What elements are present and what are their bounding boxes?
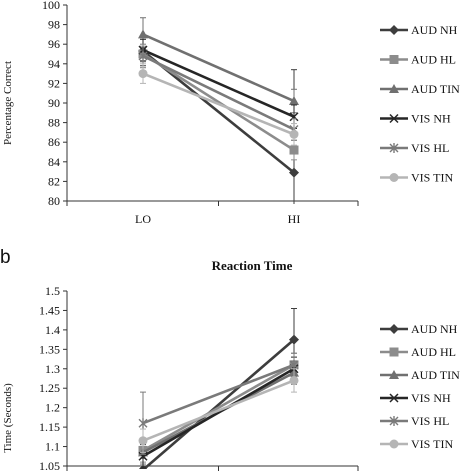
legend-marker — [389, 113, 399, 124]
y-tick-label: 1.45 — [39, 303, 60, 317]
data-point — [289, 375, 299, 385]
y-tick-label: 80 — [48, 194, 60, 208]
panel-letter: b — [0, 247, 11, 268]
y-tick-label: 1.05 — [39, 459, 60, 473]
legend-marker — [389, 143, 399, 153]
x-tick-label: LO — [135, 212, 151, 226]
legend-label: AUD TIN — [411, 82, 460, 96]
legend-marker — [389, 416, 399, 426]
y-tick-label: 98 — [48, 18, 60, 32]
series-line — [142, 363, 295, 425]
y-tick-label: 84 — [48, 155, 60, 169]
data-point — [289, 359, 299, 370]
y-tick-label: 86 — [48, 135, 60, 149]
series-line — [142, 54, 295, 131]
y-tick-label: 90 — [48, 96, 60, 110]
data-point — [138, 50, 148, 61]
y-tick-label: 1.4 — [45, 323, 60, 337]
data-point — [289, 112, 299, 122]
y-tick-label: 82 — [48, 174, 60, 188]
x-tick-label: HI — [288, 212, 301, 226]
y-tick-label: 88 — [48, 116, 60, 130]
legend-marker — [389, 347, 399, 357]
data-point — [138, 29, 148, 39]
legend-marker — [389, 393, 399, 403]
y-tick-label: 92 — [48, 76, 60, 90]
legend-label: VIS TIN — [411, 437, 453, 451]
data-point — [289, 167, 299, 178]
y-axis-title: Time (Seconds) — [2, 383, 14, 453]
data-point — [289, 96, 299, 106]
data-point — [289, 145, 299, 155]
series-line — [142, 33, 295, 103]
legend-marker — [389, 173, 399, 182]
series-layer — [138, 17, 299, 204]
legend-marker — [389, 84, 399, 93]
series-line — [142, 52, 295, 152]
legend-label: VIS NH — [411, 391, 451, 405]
series-layer — [138, 308, 299, 469]
series-line — [142, 363, 295, 452]
legend-marker — [389, 324, 399, 334]
legend-label: AUD NH — [411, 322, 458, 336]
chart-panel-2: b Reaction Time 1.05 1.1 1.15 1.2 1.25 1.3 1.35 1… — [0, 247, 460, 473]
y-tick-label: 1.2 — [45, 401, 60, 415]
y-tick-label: 1.3 — [45, 362, 60, 376]
legend-label: AUD TIN — [411, 368, 460, 382]
legend-label: VIS NH — [411, 112, 451, 126]
chart-panel-1: 80 82 84 86 88 90 92 94 96 98 100 LO HI Percentage Co… — [2, 0, 460, 226]
data-point — [289, 334, 299, 345]
y-tick-label: 96 — [48, 37, 60, 51]
series-line — [142, 72, 295, 136]
legend-label: VIS TIN — [411, 171, 453, 185]
legend: AUD NH AUD HL AUD TIN VIS NH VIS HL VIS TIN — [380, 322, 460, 451]
y-tick-label: 94 — [48, 57, 60, 71]
y-tick-label: 1.5 — [45, 284, 60, 298]
legend-marker — [389, 55, 399, 64]
series-line — [142, 338, 295, 469]
series-line — [142, 367, 295, 458]
series-line — [142, 379, 295, 442]
chart-title: Reaction Time — [212, 258, 293, 273]
data-point — [138, 451, 148, 461]
y-tick-label: 100 — [42, 0, 60, 12]
legend-marker — [389, 370, 399, 379]
series-line — [142, 48, 295, 118]
data-point — [138, 436, 148, 446]
legend-marker — [389, 25, 399, 35]
data-point — [138, 69, 148, 79]
legend-label: AUD HL — [411, 53, 456, 67]
y-tick-label: 1.15 — [39, 420, 60, 434]
legend-label: AUD NH — [411, 23, 458, 37]
y-tick-label: 1.1 — [45, 440, 60, 454]
legend-marker — [389, 439, 399, 449]
y-axis-title: Percentage Correct — [2, 61, 14, 145]
legend-label: AUD HL — [411, 345, 456, 359]
data-point — [138, 418, 148, 429]
legend-label: VIS HL — [411, 141, 449, 155]
legend: AUD NH AUD HL AUD TIN VIS NH VIS HL VIS TIN — [380, 23, 460, 185]
y-tick-label: 1.35 — [39, 342, 60, 356]
data-point — [289, 129, 299, 139]
legend-label: VIS HL — [411, 414, 449, 428]
y-tick-label: 1.25 — [39, 381, 60, 395]
